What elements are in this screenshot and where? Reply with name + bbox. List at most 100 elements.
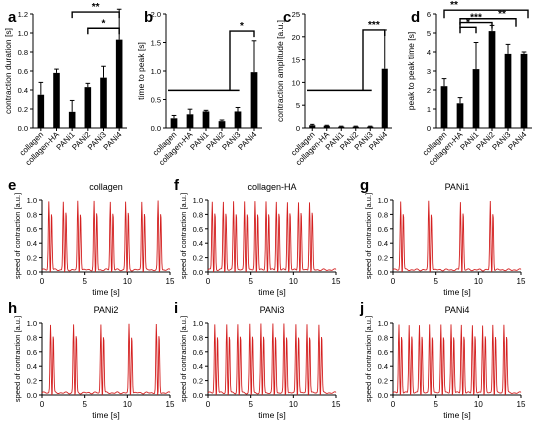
y-tick-label: 0.2 [27, 254, 37, 263]
panel-letter: a [8, 9, 17, 26]
bar [53, 72, 60, 128]
bar [84, 87, 92, 128]
x-axis-label: time [s] [443, 287, 470, 297]
y-tick-label: 0.0 [151, 124, 161, 133]
y-tick-label: 1.0 [378, 196, 388, 205]
x-tick-label: 0 [391, 400, 396, 409]
contraction-trace [392, 200, 522, 273]
x-tick-label: 5 [248, 277, 253, 286]
y-tick-label: 1.0 [378, 319, 388, 328]
x-tick-label: PANi4 [506, 130, 528, 152]
trace-panel-f: f collagen-HA 0.0 0.2 0.4 0.6 0.8 1.0 0 5 10 15 time… [174, 177, 341, 297]
y-tick-label: 0.2 [27, 377, 37, 386]
x-axis-label: time [s] [443, 410, 470, 420]
y-tick-label: 0.6 [378, 225, 388, 234]
trace-title: collagen [89, 182, 123, 192]
y-tick-label: 0.6 [193, 225, 203, 234]
x-tick-label: 10 [474, 400, 483, 409]
panel-letter: c [283, 9, 291, 26]
y-axis-label: time to peak [s] [136, 42, 146, 100]
y-tick-label: 0.8 [378, 333, 388, 342]
y-tick-label: 0.4 [27, 362, 37, 371]
y-tick-label: 0.6 [18, 67, 28, 76]
y-tick-label: 3 [427, 67, 431, 76]
x-axis-label: time [s] [92, 287, 119, 297]
y-tick-label: 2 [427, 86, 431, 95]
y-tick-label: 0.8 [378, 210, 388, 219]
x-axis-label: time [s] [258, 410, 285, 420]
y-tick-label: 0.0 [27, 268, 37, 277]
significance-bracket [87, 27, 120, 35]
x-tick-label: 15 [166, 277, 175, 286]
significance-bracket [459, 26, 477, 34]
bar-panel-a: a 0.0 0.2 0.4 0.6 0.8 1.0 1.2 contraction durati… [3, 2, 127, 167]
y-tick-label: 0.4 [27, 239, 37, 248]
y-tick-label: 1.0 [193, 319, 203, 328]
bar [100, 77, 107, 128]
y-tick-label: 0.0 [378, 391, 388, 400]
y-axis-label: contraction duration [s] [3, 28, 13, 114]
y-tick-label: 1.0 [193, 196, 203, 205]
panel-letter: d [411, 9, 420, 26]
y-tick-label: 0.2 [18, 105, 28, 114]
significance-label: ** [92, 2, 100, 13]
y-tick-label: 0.6 [193, 348, 203, 357]
bar [309, 125, 316, 128]
significance-bracket [459, 21, 493, 29]
contraction-trace [207, 201, 337, 273]
x-tick-label: 0 [391, 277, 396, 286]
y-tick-label: 0.8 [18, 48, 28, 57]
significance-label: ** [498, 9, 506, 20]
trace-panel-h: h PANi2 0.0 0.2 0.4 0.6 0.8 1.0 0 5 10 15 time [s] sp… [8, 300, 175, 420]
y-tick-label: 0.6 [27, 348, 37, 357]
y-tick-label: 0 [296, 124, 300, 133]
x-tick-label: 10 [289, 400, 298, 409]
contraction-trace [207, 323, 337, 396]
bar [115, 39, 123, 128]
y-tick-label: 0.0 [378, 268, 388, 277]
panel-letter: f [174, 177, 180, 194]
y-axis-label: speed of contraction [a.u.] [13, 316, 22, 402]
y-tick-label: 0.2 [378, 377, 388, 386]
y-axis-label: speed of contraction [a.u.] [179, 316, 188, 402]
panel-letter: h [8, 300, 17, 317]
trace-title: collagen-HA [247, 182, 296, 192]
y-tick-label: 0.8 [27, 210, 37, 219]
y-tick-label: 1.0 [27, 319, 37, 328]
y-tick-label: 15 [292, 56, 300, 65]
bar [367, 126, 374, 128]
x-tick-label: 10 [123, 400, 132, 409]
x-tick-label: 5 [82, 277, 87, 286]
y-tick-label: 5 [427, 29, 431, 38]
y-axis-label: speed of contraction [a.u.] [364, 316, 373, 402]
y-tick-label: 0.6 [27, 225, 37, 234]
x-tick-label: 10 [289, 277, 298, 286]
x-axis-label: time [s] [258, 287, 285, 297]
bar [68, 111, 76, 128]
x-tick-label: 5 [82, 400, 87, 409]
y-tick-label: 20 [292, 33, 300, 42]
y-tick-label: 0.2 [193, 254, 203, 263]
x-tick-label: 15 [517, 400, 526, 409]
y-tick-label: 0.2 [193, 377, 203, 386]
x-axis-label: time [s] [92, 410, 119, 420]
trace-title: PANi1 [445, 182, 470, 192]
significance-label: ** [450, 0, 458, 11]
x-tick-label: PANi4 [102, 130, 124, 152]
bar [472, 69, 480, 128]
bar [186, 114, 194, 128]
x-tick-label: 0 [206, 277, 211, 286]
trace-title: PANi4 [445, 305, 470, 315]
y-axis-label: peak to peak time [s] [406, 32, 416, 110]
panel-letter: b [144, 9, 153, 26]
y-tick-label: 1.0 [27, 196, 37, 205]
x-tick-label: 0 [206, 400, 211, 409]
x-tick-label: 5 [248, 400, 253, 409]
trace-panel-i: i PANi3 0.0 0.2 0.4 0.6 0.8 1.0 0 5 10 15 time [s] sp… [174, 300, 341, 420]
bar [218, 121, 226, 128]
y-axis-label: speed of contraction [a.u.] [13, 193, 22, 279]
x-tick-label: PANi4 [236, 130, 258, 152]
y-tick-label: 0.0 [193, 268, 203, 277]
